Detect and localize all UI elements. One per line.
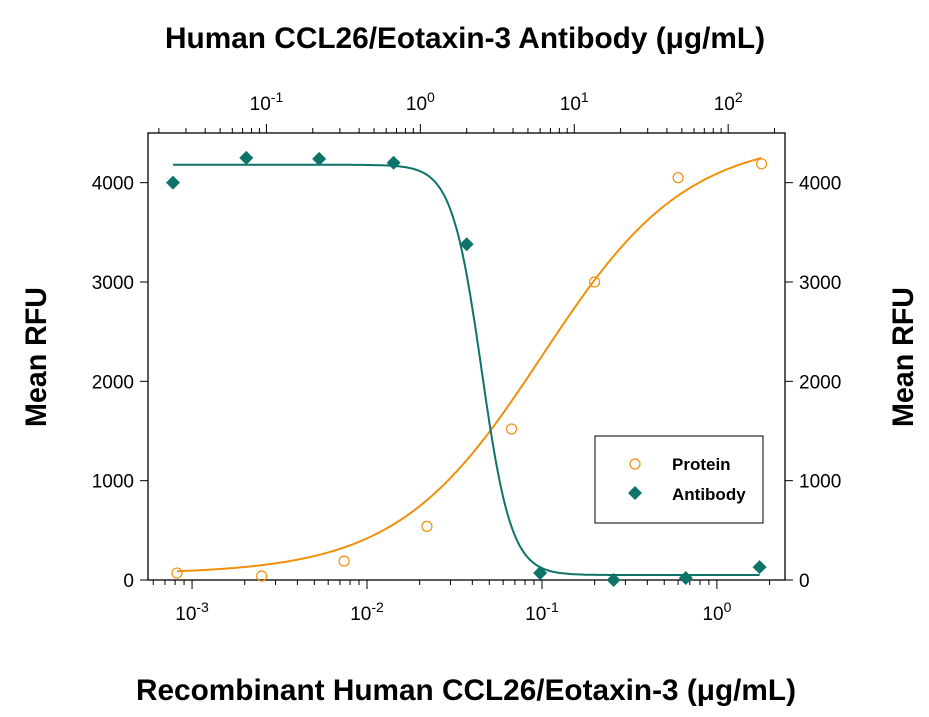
x-axis-label: Recombinant Human CCL26/Eotaxin-3 (μg/mL… (136, 674, 796, 707)
y-tick-label: 1000 (92, 472, 134, 493)
x-tick-label: 100 (702, 599, 731, 625)
x-top-tick-label: 100 (406, 89, 435, 115)
y-tick-label: 3000 (92, 273, 134, 294)
data-point-antibody (312, 151, 327, 166)
x-tick-label: 10-1 (525, 599, 559, 625)
data-point-antibody (533, 566, 548, 581)
legend-box (594, 435, 764, 524)
x-tick-label: 10-3 (175, 599, 209, 625)
data-point-antibody (606, 573, 621, 587)
data-point-antibody (459, 237, 474, 252)
data-point-protein (338, 555, 350, 567)
data-point-protein (421, 520, 433, 532)
x-tick-label: 10-2 (350, 599, 384, 625)
fit-curve-antibody (173, 163, 760, 576)
fit-curve-protein (177, 157, 762, 573)
legend-marker-protein (629, 458, 641, 470)
y-axis-label: Mean RFU (20, 287, 53, 427)
data-point-antibody (239, 150, 254, 165)
data-point-protein (256, 570, 268, 582)
data-point-protein (755, 158, 768, 170)
data-point-antibody (678, 571, 693, 586)
data-point-antibody (386, 155, 401, 170)
data-point-antibody (165, 175, 180, 190)
y-tick-label-right: 4000 (799, 174, 841, 195)
y-tick-label-right: 0 (799, 571, 810, 592)
y-tick-label-right: 2000 (799, 372, 841, 393)
data-point-protein (505, 423, 518, 435)
y-tick-label: 2000 (92, 372, 134, 393)
data-point-protein (171, 567, 183, 579)
x-top-tick-label: 101 (560, 89, 589, 115)
legend: Protein Antibody (594, 435, 764, 524)
y-tick-label: 0 (123, 571, 134, 592)
legend-label-antibody: Antibody (672, 485, 746, 504)
chart-title: Human CCL26/Eotaxin-3 Antibody (μg/mL) (165, 22, 765, 55)
x-top-tick-label: 10-1 (250, 89, 284, 115)
y-tick-label-right: 3000 (799, 273, 841, 294)
x-top-tick-label: 102 (714, 89, 743, 115)
data-point-protein (589, 276, 601, 288)
y-tick-label: 4000 (92, 174, 134, 195)
y-axis-label-right: Mean RFU (887, 287, 920, 427)
legend-label-protein: Protein (672, 455, 731, 474)
data-point-protein (672, 172, 684, 184)
data-point-antibody (752, 560, 767, 575)
legend-marker-antibody (628, 486, 642, 500)
y-tick-label-right: 1000 (799, 472, 841, 493)
